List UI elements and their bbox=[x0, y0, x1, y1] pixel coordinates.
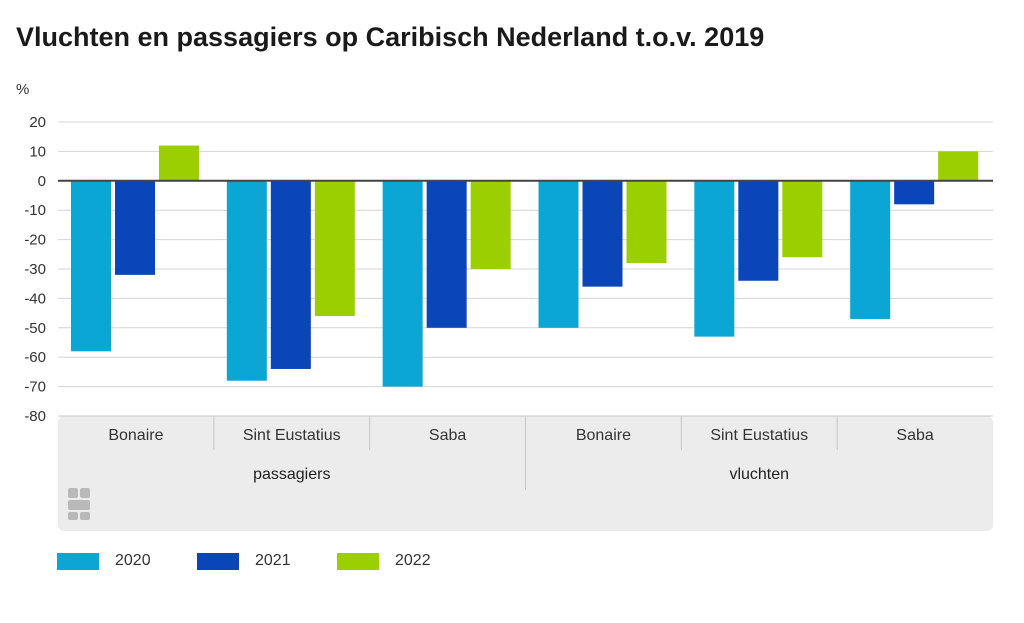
bar bbox=[270, 180, 311, 369]
y-tick-label: -20 bbox=[24, 232, 46, 249]
bar bbox=[382, 180, 423, 387]
x-category-label: Bonaire bbox=[108, 427, 163, 444]
x-group-label: passagiers bbox=[253, 466, 330, 483]
y-tick-label: -10 bbox=[24, 202, 46, 219]
logo-block bbox=[68, 512, 78, 520]
x-group-label: vluchten bbox=[729, 466, 789, 483]
y-tick-label: 20 bbox=[29, 114, 46, 131]
bar bbox=[738, 180, 779, 281]
bar bbox=[314, 180, 355, 317]
legend-swatch bbox=[197, 552, 239, 570]
cbs-logo bbox=[68, 488, 90, 520]
y-tick-label: -40 bbox=[24, 290, 46, 307]
y-tick-label: 10 bbox=[29, 143, 46, 160]
bar bbox=[894, 180, 935, 205]
legend-item: 2022 bbox=[337, 552, 431, 570]
bar bbox=[850, 180, 891, 319]
y-axis: %20 10 0 -10 -20 -30 -40 -50 -60 -70 -80 bbox=[16, 81, 46, 425]
x-category-label: Sint Eustatius bbox=[243, 427, 341, 444]
logo-block bbox=[80, 488, 90, 498]
y-axis-unit-label: % bbox=[16, 81, 29, 98]
legend-label: 2022 bbox=[395, 552, 431, 569]
x-axis: Bonaire Sint Eustatius Saba passagiers Bonai… bbox=[58, 179, 993, 531]
bar bbox=[470, 180, 511, 269]
legend-swatch bbox=[57, 552, 99, 570]
bar bbox=[626, 180, 667, 264]
legend-label: 2020 bbox=[115, 552, 151, 569]
bar-chart: %20 10 0 -10 -20 -30 -40 -50 -60 -70 -80 Bonaire Si… bbox=[16, 81, 993, 531]
logo-block bbox=[80, 512, 90, 520]
bar bbox=[115, 180, 155, 275]
bar bbox=[582, 180, 623, 287]
x-category-label: Saba bbox=[896, 427, 933, 444]
y-tick-label: -50 bbox=[24, 320, 46, 337]
logo-block bbox=[68, 488, 78, 498]
bar bbox=[226, 180, 267, 381]
bar bbox=[159, 145, 199, 181]
bar bbox=[538, 180, 579, 328]
x-category-label: Bonaire bbox=[576, 427, 631, 444]
y-tick-label: -80 bbox=[24, 408, 46, 425]
legend-swatch bbox=[337, 552, 379, 570]
x-category-label: Saba bbox=[429, 427, 466, 444]
y-tick-label: -70 bbox=[24, 379, 46, 396]
bar bbox=[426, 180, 467, 328]
bar bbox=[938, 151, 979, 181]
legend-item: 2021 bbox=[197, 552, 291, 570]
bar bbox=[71, 180, 111, 352]
bar bbox=[782, 180, 823, 258]
bars bbox=[71, 145, 979, 387]
y-tick-label: -60 bbox=[24, 349, 46, 366]
bar bbox=[694, 180, 735, 337]
chart-title: Vluchten en passagiers op Caribisch Nede… bbox=[16, 22, 765, 52]
legend-label: 2021 bbox=[255, 552, 291, 569]
legend-item: 2020 bbox=[57, 552, 151, 570]
logo-block bbox=[68, 500, 90, 510]
y-tick-label: 0 bbox=[38, 173, 46, 190]
y-tick-label: -30 bbox=[24, 261, 46, 278]
x-category-label: Sint Eustatius bbox=[710, 427, 808, 444]
